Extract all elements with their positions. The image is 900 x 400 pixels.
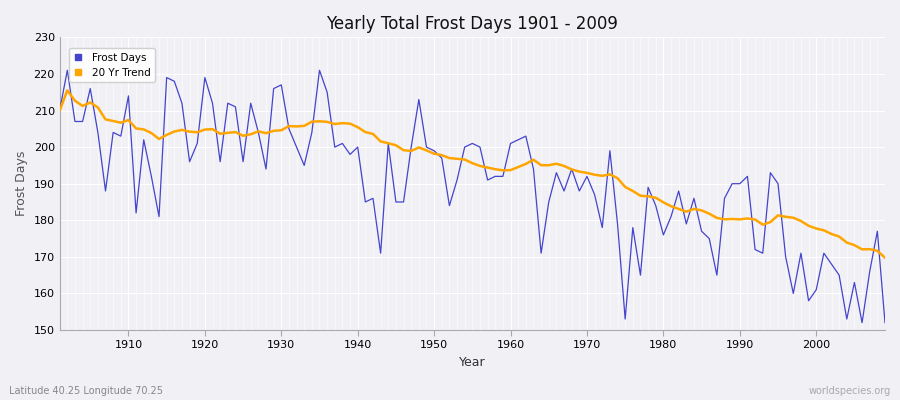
Legend: Frost Days, 20 Yr Trend: Frost Days, 20 Yr Trend (69, 48, 155, 82)
X-axis label: Year: Year (459, 356, 486, 369)
Text: worldspecies.org: worldspecies.org (809, 386, 891, 396)
Text: Latitude 40.25 Longitude 70.25: Latitude 40.25 Longitude 70.25 (9, 386, 163, 396)
Title: Yearly Total Frost Days 1901 - 2009: Yearly Total Frost Days 1901 - 2009 (327, 15, 618, 33)
Y-axis label: Frost Days: Frost Days (15, 151, 28, 216)
